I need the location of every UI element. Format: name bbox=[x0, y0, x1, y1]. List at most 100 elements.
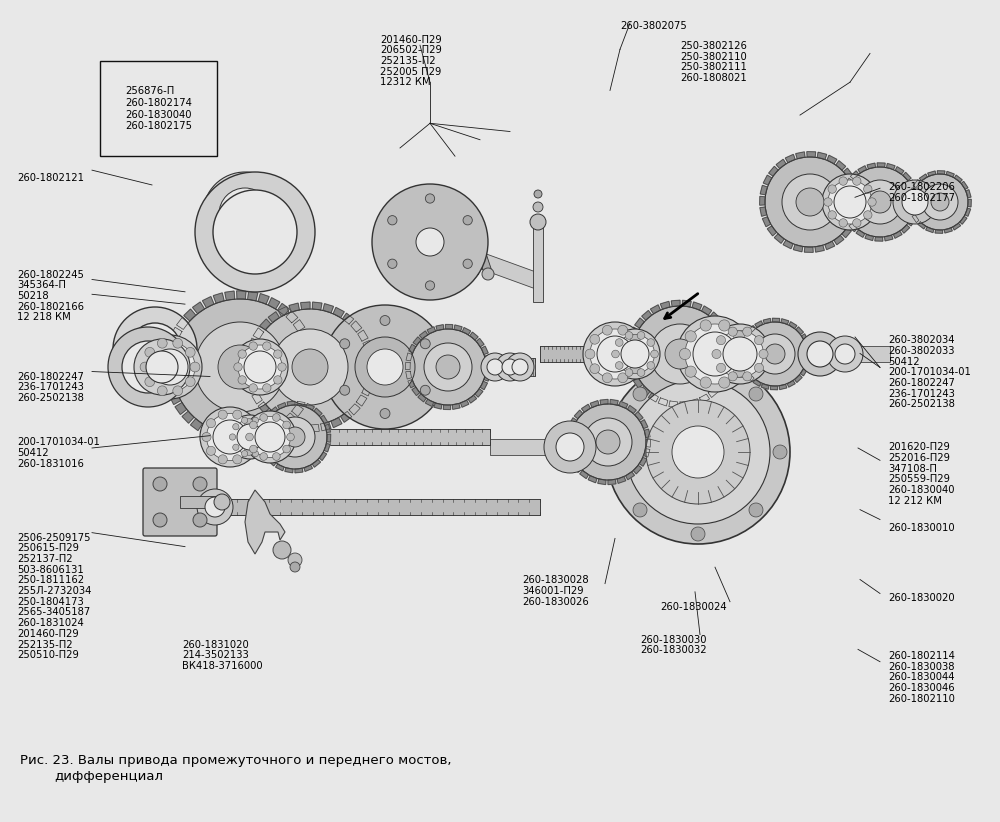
Polygon shape bbox=[633, 465, 642, 473]
Circle shape bbox=[168, 355, 192, 379]
Polygon shape bbox=[582, 404, 590, 413]
Polygon shape bbox=[280, 429, 490, 445]
Circle shape bbox=[252, 309, 368, 425]
Polygon shape bbox=[299, 330, 310, 341]
Circle shape bbox=[839, 177, 847, 185]
Circle shape bbox=[609, 445, 623, 459]
Text: 50412: 50412 bbox=[888, 357, 920, 367]
Polygon shape bbox=[627, 359, 634, 368]
Polygon shape bbox=[728, 351, 734, 359]
Circle shape bbox=[241, 418, 248, 423]
Polygon shape bbox=[885, 235, 893, 241]
Circle shape bbox=[606, 360, 790, 544]
Text: 50412: 50412 bbox=[17, 448, 49, 458]
Polygon shape bbox=[358, 330, 368, 341]
Polygon shape bbox=[644, 429, 650, 437]
Polygon shape bbox=[650, 305, 660, 314]
Polygon shape bbox=[626, 349, 632, 357]
Polygon shape bbox=[726, 339, 733, 349]
Circle shape bbox=[765, 344, 785, 364]
Polygon shape bbox=[327, 434, 331, 442]
Polygon shape bbox=[763, 318, 771, 324]
Text: 2506-2509175: 2506-2509175 bbox=[17, 533, 90, 543]
Polygon shape bbox=[739, 358, 745, 366]
Polygon shape bbox=[276, 464, 284, 471]
Polygon shape bbox=[796, 327, 803, 335]
Circle shape bbox=[213, 420, 247, 454]
Polygon shape bbox=[762, 217, 771, 227]
Polygon shape bbox=[635, 318, 644, 328]
Circle shape bbox=[481, 353, 509, 381]
Text: 260-1802177: 260-1802177 bbox=[888, 193, 955, 203]
Polygon shape bbox=[193, 302, 204, 314]
Circle shape bbox=[864, 210, 872, 219]
Polygon shape bbox=[462, 328, 471, 335]
Circle shape bbox=[759, 349, 768, 358]
Circle shape bbox=[835, 344, 855, 364]
Polygon shape bbox=[408, 380, 415, 388]
Circle shape bbox=[672, 426, 724, 478]
Circle shape bbox=[922, 184, 958, 220]
Circle shape bbox=[463, 259, 472, 269]
Circle shape bbox=[728, 372, 737, 381]
Polygon shape bbox=[619, 401, 628, 409]
Polygon shape bbox=[717, 320, 727, 330]
Circle shape bbox=[203, 172, 287, 256]
Polygon shape bbox=[648, 393, 658, 402]
Polygon shape bbox=[568, 455, 576, 464]
Circle shape bbox=[425, 281, 435, 290]
Polygon shape bbox=[258, 293, 269, 304]
Polygon shape bbox=[278, 403, 286, 409]
Circle shape bbox=[340, 339, 350, 349]
Polygon shape bbox=[308, 363, 316, 373]
Polygon shape bbox=[928, 171, 936, 176]
Text: 200-1701034-01: 200-1701034-01 bbox=[17, 437, 100, 447]
Polygon shape bbox=[610, 399, 618, 405]
Text: 346001-П29: 346001-П29 bbox=[522, 586, 584, 596]
Polygon shape bbox=[893, 231, 902, 238]
Circle shape bbox=[893, 180, 937, 224]
Polygon shape bbox=[836, 161, 846, 170]
Circle shape bbox=[839, 219, 847, 227]
Polygon shape bbox=[626, 472, 634, 480]
Circle shape bbox=[290, 562, 300, 572]
Circle shape bbox=[647, 339, 655, 346]
Circle shape bbox=[487, 359, 503, 375]
Circle shape bbox=[200, 407, 260, 467]
Circle shape bbox=[625, 369, 633, 376]
Circle shape bbox=[651, 350, 658, 358]
Circle shape bbox=[152, 349, 188, 385]
Circle shape bbox=[782, 174, 838, 230]
Text: 260-2502138: 260-2502138 bbox=[888, 399, 955, 409]
Polygon shape bbox=[702, 306, 712, 315]
Polygon shape bbox=[268, 298, 280, 309]
Polygon shape bbox=[935, 229, 943, 233]
Circle shape bbox=[544, 421, 596, 473]
Polygon shape bbox=[639, 457, 647, 466]
Polygon shape bbox=[849, 178, 858, 187]
Text: 260-1830040: 260-1830040 bbox=[888, 485, 954, 495]
Circle shape bbox=[283, 421, 290, 429]
Polygon shape bbox=[915, 199, 919, 207]
Circle shape bbox=[685, 324, 745, 384]
Polygon shape bbox=[642, 311, 652, 321]
Polygon shape bbox=[588, 476, 597, 483]
Polygon shape bbox=[801, 334, 808, 342]
Text: 252137-П2: 252137-П2 bbox=[17, 554, 73, 564]
Polygon shape bbox=[445, 325, 453, 330]
Text: 260-1830038: 260-1830038 bbox=[888, 662, 954, 672]
Circle shape bbox=[237, 424, 263, 450]
Circle shape bbox=[219, 188, 271, 240]
Circle shape bbox=[372, 184, 488, 300]
Circle shape bbox=[241, 450, 248, 457]
Circle shape bbox=[195, 322, 285, 412]
Circle shape bbox=[596, 430, 620, 454]
Polygon shape bbox=[321, 422, 331, 431]
Circle shape bbox=[232, 419, 268, 455]
Circle shape bbox=[372, 354, 398, 380]
Polygon shape bbox=[298, 395, 309, 407]
Polygon shape bbox=[324, 444, 330, 452]
Polygon shape bbox=[211, 430, 222, 441]
Circle shape bbox=[197, 489, 233, 525]
Circle shape bbox=[700, 377, 711, 388]
